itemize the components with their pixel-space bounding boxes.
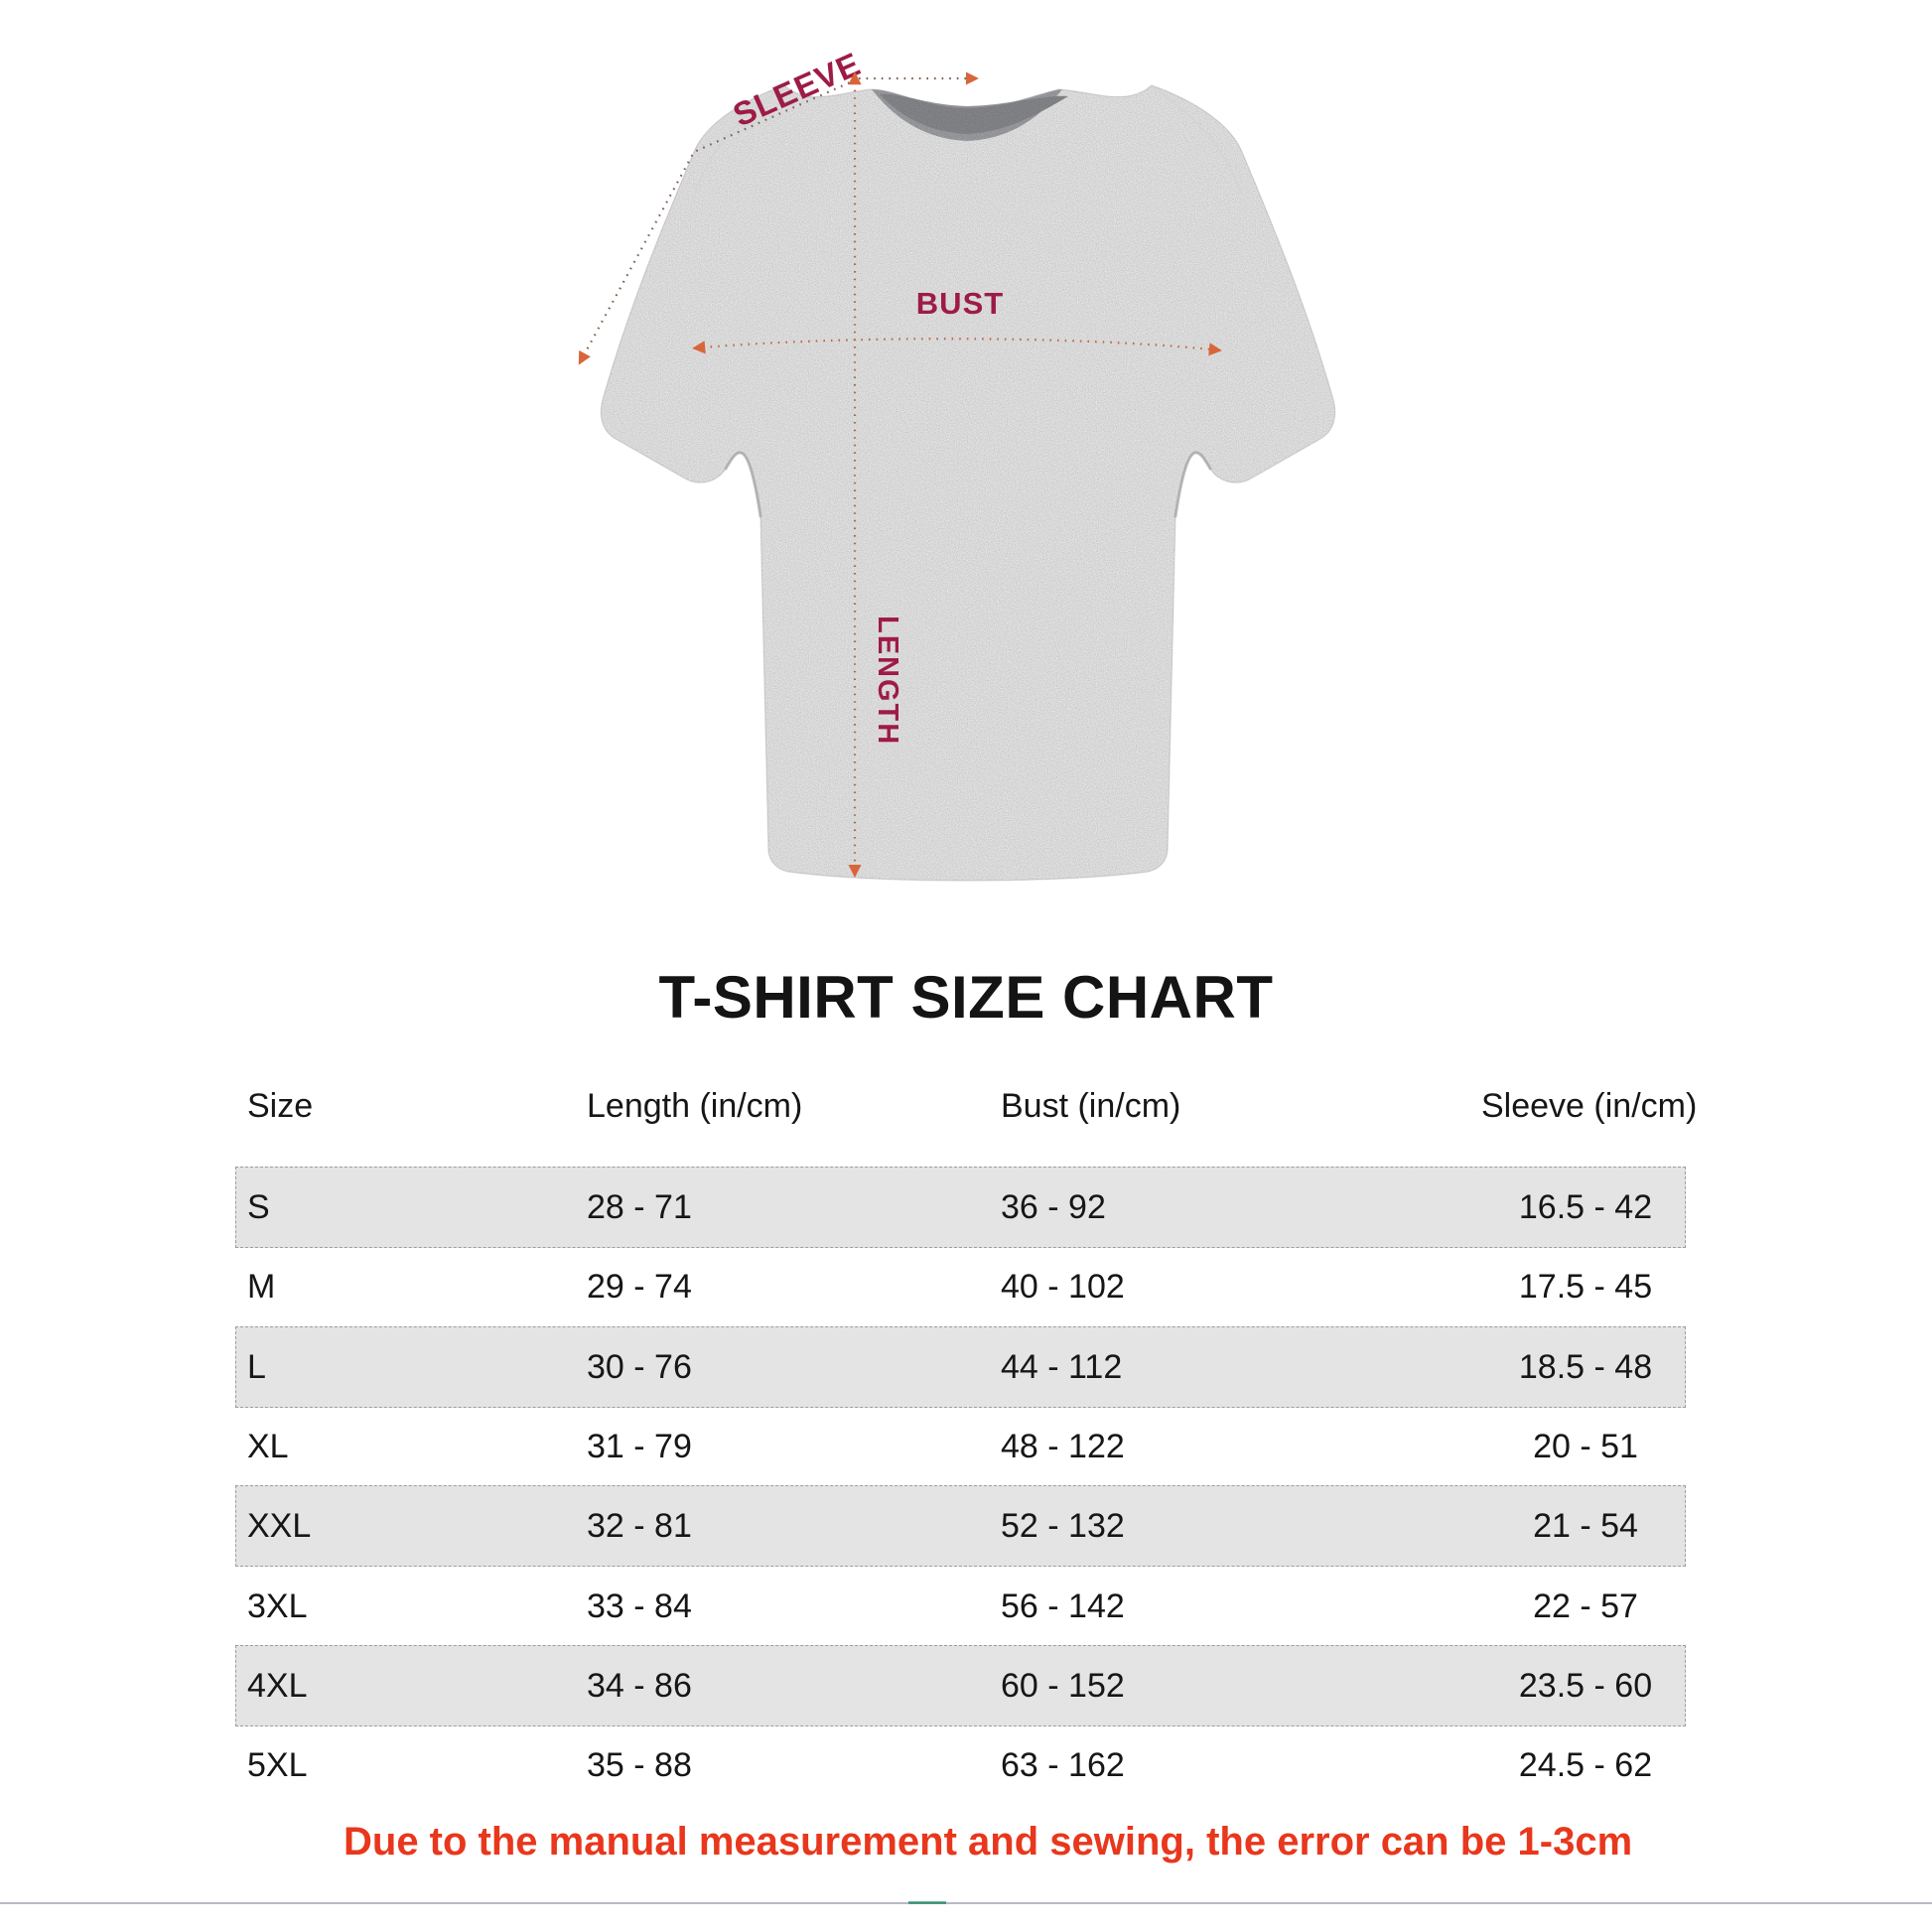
svg-text:LENGTH: LENGTH: [872, 616, 903, 746]
svg-text:BUST: BUST: [916, 286, 1004, 321]
svg-text:SLEEVE: SLEEVE: [728, 45, 866, 133]
